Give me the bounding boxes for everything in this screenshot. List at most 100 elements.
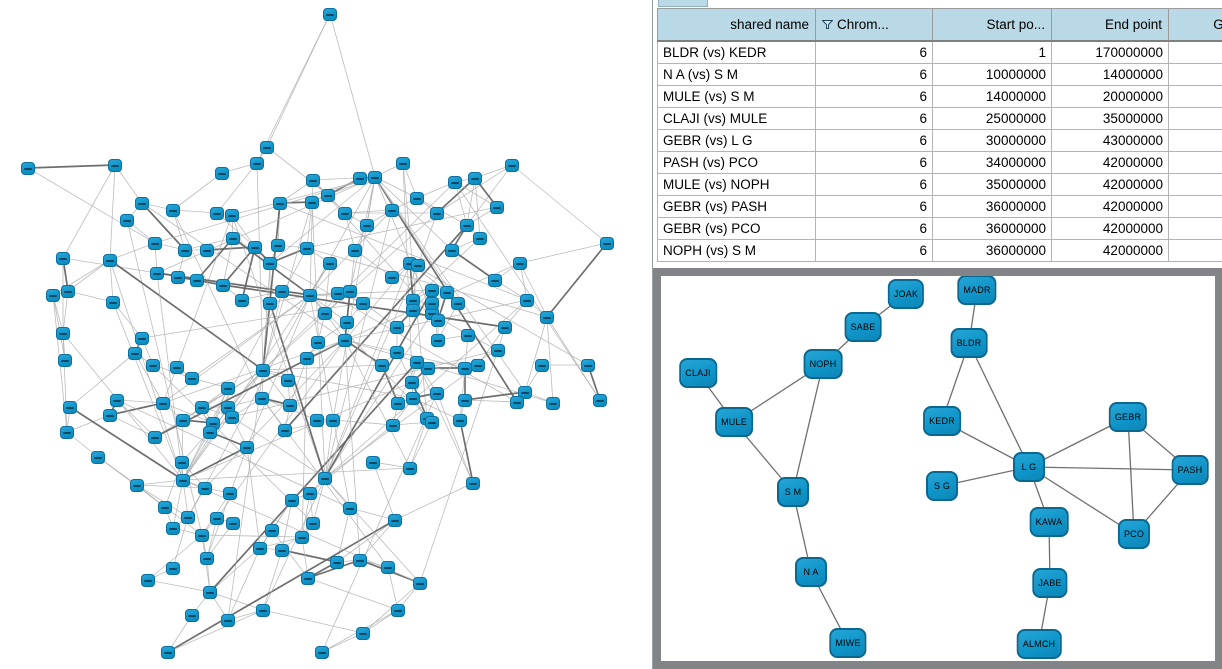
network-node[interactable] [458, 362, 472, 375]
network-node[interactable] [141, 574, 155, 587]
network-node[interactable] [103, 254, 117, 267]
network-node[interactable] [166, 204, 180, 217]
network-node[interactable] [195, 529, 209, 542]
network-node[interactable] [215, 167, 229, 180]
network-node-bldr[interactable]: BLDR [950, 328, 988, 358]
network-node[interactable] [148, 431, 162, 444]
network-node[interactable] [413, 577, 427, 590]
network-node[interactable] [425, 297, 439, 310]
network-node[interactable] [21, 162, 35, 175]
network-node[interactable] [263, 297, 277, 310]
table-cell[interactable]: 10000000 [932, 63, 1052, 86]
table-cell[interactable]: 42000000 [1051, 151, 1169, 174]
table-row[interactable]: BLDR (vs) KEDR61170000000192.0 [657, 40, 1222, 64]
network-node[interactable] [448, 176, 462, 189]
table-cell[interactable]: 14000000 [932, 85, 1052, 108]
network-node[interactable] [490, 201, 504, 214]
network-node-kedr[interactable]: KEDR [923, 406, 961, 436]
table-cell[interactable]: 5.9 [1168, 107, 1222, 130]
table-cell[interactable]: 6 [815, 40, 933, 64]
network-node-noph[interactable]: NOPH [803, 349, 843, 379]
network-node[interactable] [221, 614, 235, 627]
network-node[interactable] [108, 159, 122, 172]
network-node[interactable] [278, 424, 292, 437]
network-node[interactable] [403, 462, 417, 475]
network-node[interactable] [360, 219, 374, 232]
network-node[interactable] [425, 284, 439, 297]
network-node[interactable] [460, 219, 474, 232]
network-node[interactable] [491, 344, 505, 357]
network-node[interactable] [315, 646, 329, 659]
table-cell[interactable]: 11.4 [1168, 151, 1222, 174]
network-node[interactable] [300, 352, 314, 365]
network-node[interactable] [488, 274, 502, 287]
table-cell[interactable]: 16.9 [1168, 129, 1222, 152]
network-node[interactable] [56, 252, 70, 265]
network-node[interactable] [271, 239, 285, 252]
table-row[interactable]: N A (vs) S M610000000140000006.6 [657, 63, 1222, 86]
network-node[interactable] [300, 242, 314, 255]
network-node[interactable] [110, 394, 124, 407]
table-cell[interactable]: 6 [815, 63, 933, 86]
table-cell[interactable]: 8.9 [1168, 195, 1222, 218]
table-cell[interactable]: 36000000 [932, 195, 1052, 218]
network-node[interactable] [431, 314, 445, 327]
table-cell[interactable]: 35000000 [932, 173, 1052, 196]
table-cell[interactable]: 6 [815, 85, 933, 108]
network-node[interactable] [461, 329, 475, 342]
table-cell[interactable]: 30000000 [932, 129, 1052, 152]
table-cell[interactable]: 6 [815, 129, 933, 152]
network-node[interactable] [410, 192, 424, 205]
network-node[interactable] [281, 374, 295, 387]
network-node[interactable] [200, 244, 214, 257]
table-cell[interactable]: 6 [815, 239, 933, 262]
network-node[interactable] [170, 361, 184, 374]
network-node[interactable] [161, 646, 175, 659]
network-node[interactable] [406, 392, 420, 405]
network-node[interactable] [226, 232, 240, 245]
network-node[interactable] [146, 359, 160, 372]
network-node[interactable] [190, 274, 204, 287]
table-cell[interactable]: 42000000 [1051, 195, 1169, 218]
network-node[interactable] [356, 297, 370, 310]
network-node[interactable] [535, 359, 549, 372]
table-cell[interactable]: 42000000 [1051, 239, 1169, 262]
network-node[interactable] [166, 522, 180, 535]
network-node-mule[interactable]: MULE [715, 407, 753, 437]
table-row[interactable]: CLAJI (vs) MULE625000000350000005.9 [657, 107, 1222, 130]
network-node[interactable] [430, 387, 444, 400]
network-node[interactable] [458, 394, 472, 407]
network-node[interactable] [176, 414, 190, 427]
network-node[interactable] [338, 334, 352, 347]
network-node[interactable] [520, 294, 534, 307]
network-node[interactable] [468, 172, 482, 185]
table-cell[interactable]: GEBR (vs) L G [657, 129, 816, 152]
network-node[interactable] [326, 414, 340, 427]
network-node[interactable] [366, 456, 380, 469]
network-node[interactable] [178, 244, 192, 257]
network-node[interactable] [310, 414, 324, 427]
table-cell[interactable]: 36000000 [932, 239, 1052, 262]
network-node[interactable] [306, 517, 320, 530]
network-node-madr[interactable]: MADR [957, 276, 997, 305]
network-node[interactable] [388, 514, 402, 527]
table-cell[interactable]: 20000000 [1051, 85, 1169, 108]
table-cell[interactable]: N A (vs) S M [657, 63, 816, 86]
network-node[interactable] [356, 627, 370, 640]
filter-funnel-icon[interactable] [822, 20, 833, 29]
column-header-end-point[interactable]: End point [1051, 8, 1169, 42]
network-node[interactable] [235, 294, 249, 307]
network-node[interactable] [175, 456, 189, 469]
network-node[interactable] [166, 562, 180, 575]
network-node[interactable] [260, 141, 274, 154]
table-cell[interactable]: NOPH (vs) S M [657, 239, 816, 262]
network-node[interactable] [375, 359, 389, 372]
column-header-genetic[interactable]: Genetic... [1168, 8, 1222, 42]
table-cell[interactable]: 6 [815, 151, 933, 174]
table-row[interactable]: MULE (vs) S M614000000200000007.5 [657, 85, 1222, 108]
table-cell[interactable]: 42000000 [1051, 217, 1169, 240]
network-node[interactable] [226, 517, 240, 530]
network-node[interactable] [311, 336, 325, 349]
network-node[interactable] [176, 474, 190, 487]
network-node-s-g[interactable]: S G [926, 471, 958, 501]
